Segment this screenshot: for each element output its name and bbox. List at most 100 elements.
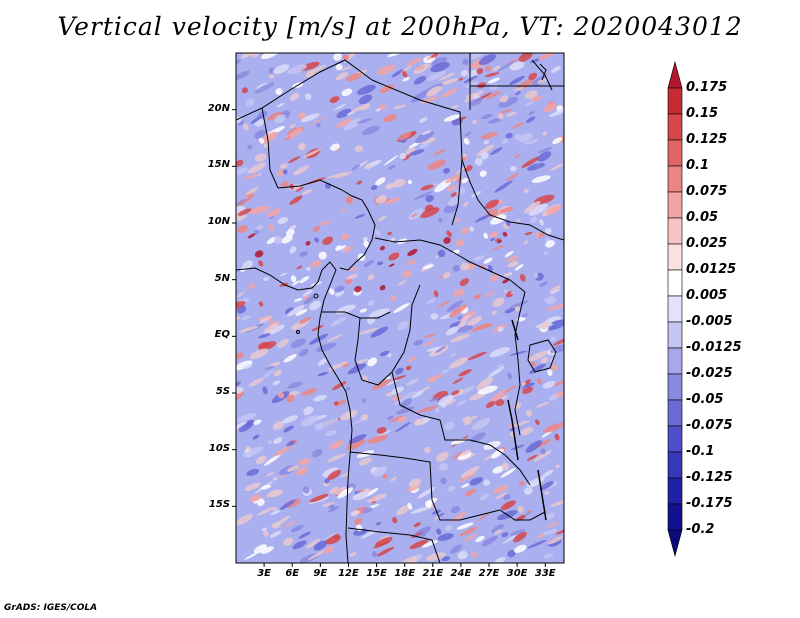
field-blob: [413, 76, 427, 85]
field-blob: [452, 377, 464, 384]
field-blob: [426, 374, 444, 382]
field-blob: [540, 357, 549, 364]
field-blob: [510, 291, 515, 295]
field-blob: [507, 261, 519, 268]
field-blob: [421, 540, 439, 548]
field-blob: [346, 273, 358, 280]
field-blob: [263, 143, 270, 148]
field-blob: [247, 144, 253, 150]
field-blob: [365, 163, 371, 170]
border-angola-zambia: [349, 451, 501, 521]
field-blob: [522, 313, 529, 318]
field-blob: [535, 419, 540, 426]
field-blob: [489, 84, 499, 90]
colorbar-label: 0.075: [686, 184, 728, 199]
field-blob: [535, 401, 550, 408]
field-blob: [458, 471, 477, 483]
field-blob: [492, 466, 505, 474]
field-blob: [318, 251, 327, 260]
field-blob: [399, 556, 419, 563]
field-blob: [379, 350, 390, 357]
field-blob: [242, 123, 249, 131]
field-blob: [244, 482, 261, 492]
field-blob: [300, 113, 320, 123]
field-blob: [350, 103, 371, 113]
field-blob: [262, 386, 268, 395]
field-blob: [502, 532, 520, 545]
field-blob: [321, 502, 335, 507]
field-blob: [344, 278, 353, 285]
lon-label: 6E: [285, 568, 300, 579]
field-blob: [421, 130, 432, 136]
field-blob: [456, 400, 467, 406]
field-blob: [540, 321, 550, 330]
field-blob: [402, 70, 408, 78]
lon-label: 24E: [450, 568, 472, 579]
field-blob: [247, 162, 266, 174]
field-blob: [305, 240, 311, 246]
field-blob: [442, 272, 451, 279]
field-blob: [376, 426, 387, 434]
field-blob: [546, 298, 558, 305]
field-blob: [322, 236, 334, 245]
field-blob: [300, 388, 318, 396]
field-blob: [393, 104, 407, 110]
field-blob: [514, 544, 527, 554]
field-blob: [456, 522, 474, 530]
field-blob: [496, 363, 504, 368]
field-blob: [257, 316, 268, 321]
field-blob: [236, 292, 245, 299]
field-blob: [446, 230, 452, 238]
field-blob: [391, 69, 404, 78]
field-blob: [328, 504, 335, 510]
colorbar-bin: [667, 113, 683, 141]
field-blob: [499, 206, 514, 213]
field-blob: [387, 53, 404, 58]
field-blob: [284, 136, 292, 141]
field-blob: [330, 317, 346, 327]
colorbar-bin: [667, 87, 683, 115]
field-blob: [391, 386, 404, 395]
field-blob: [443, 167, 451, 174]
field-blob: [302, 289, 313, 297]
field-blob: [311, 325, 324, 332]
field-blob: [547, 369, 553, 376]
field-blob: [392, 517, 398, 524]
field-blob: [413, 522, 421, 528]
field-blob: [413, 191, 433, 201]
colorbar-label: 0.025: [686, 236, 728, 251]
field-blob: [463, 138, 470, 145]
field-blob: [306, 266, 311, 271]
field-blob: [449, 353, 456, 358]
field-blob: [491, 310, 497, 316]
field-blob: [236, 167, 248, 175]
field-blob: [281, 235, 293, 244]
field-blob: [285, 229, 295, 237]
field-blob: [454, 218, 461, 222]
field-blob: [246, 468, 260, 476]
field-blob: [329, 96, 340, 104]
field-blob: [537, 77, 549, 84]
field-blob: [384, 376, 392, 380]
colorbar-bin: [667, 217, 683, 245]
field-blob: [356, 450, 375, 458]
field-blob: [298, 317, 311, 324]
field-blob: [290, 246, 297, 253]
field-blob: [379, 285, 386, 291]
field-blob: [348, 434, 367, 444]
field-blob: [374, 537, 393, 547]
field-blob: [467, 316, 482, 327]
field-blob: [483, 257, 493, 264]
border-car: [374, 237, 526, 293]
field-blob: [269, 216, 275, 219]
field-blob: [523, 240, 529, 245]
field-blob: [476, 68, 484, 75]
field-blob: [490, 389, 508, 402]
field-blob: [492, 297, 505, 307]
bioko-island: [313, 293, 319, 299]
axis-ticks: [232, 109, 546, 567]
field-blob: [441, 78, 459, 85]
field-blob: [407, 356, 417, 363]
field-blob: [362, 507, 373, 514]
field-blob: [389, 415, 403, 423]
